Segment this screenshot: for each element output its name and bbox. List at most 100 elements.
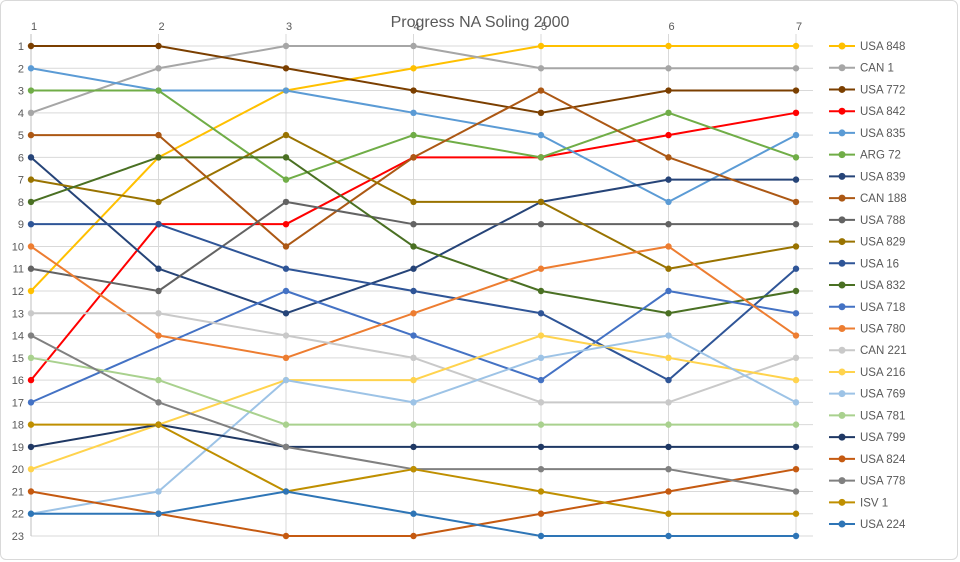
data-point-usa-824[interactable] [665, 488, 672, 495]
data-point-usa-832[interactable] [27, 198, 35, 206]
data-point-usa-718[interactable] [410, 332, 417, 339]
data-point-usa-824[interactable] [792, 465, 800, 473]
data-point-usa-781[interactable] [282, 421, 290, 428]
data-point-can-221[interactable] [27, 310, 35, 317]
data-point-isv-1[interactable] [792, 510, 800, 517]
data-point-usa-772[interactable] [282, 65, 290, 72]
legend-item-usa-829[interactable]: USA 829 [829, 237, 905, 249]
data-point-arg-72[interactable] [665, 109, 672, 117]
data-point-usa-16[interactable] [27, 220, 35, 228]
data-point-usa-842[interactable] [27, 376, 35, 384]
data-point-usa-848[interactable] [410, 65, 417, 72]
data-point-usa-216[interactable] [537, 332, 545, 339]
data-point-usa-829[interactable] [410, 198, 417, 206]
data-point-usa-780[interactable] [410, 310, 417, 317]
data-point-usa-788[interactable] [282, 198, 290, 206]
data-point-usa-772[interactable] [665, 87, 672, 94]
data-point-usa-832[interactable] [537, 287, 545, 295]
data-point-usa-829[interactable] [155, 198, 162, 206]
data-point-usa-829[interactable] [537, 198, 545, 206]
data-point-usa-842[interactable] [665, 131, 672, 139]
data-point-usa-778[interactable] [27, 332, 35, 339]
data-point-usa-16[interactable] [410, 287, 417, 295]
data-point-usa-778[interactable] [665, 465, 672, 473]
data-point-usa-848[interactable] [537, 42, 545, 50]
data-point-usa-781[interactable] [792, 421, 800, 428]
data-point-usa-832[interactable] [155, 154, 162, 161]
legend-item-usa-769[interactable]: USA 769 [829, 389, 905, 401]
data-point-usa-835[interactable] [792, 131, 800, 139]
data-point-can-188[interactable] [537, 87, 545, 94]
data-point-usa-224[interactable] [27, 510, 35, 517]
legend-item-usa-824[interactable]: USA 824 [829, 454, 906, 466]
data-point-usa-772[interactable] [27, 42, 35, 50]
data-point-usa-829[interactable] [792, 243, 800, 250]
data-point-usa-769[interactable] [155, 488, 162, 495]
data-point-isv-1[interactable] [155, 421, 162, 428]
data-point-usa-799[interactable] [792, 443, 800, 451]
data-point-usa-799[interactable] [665, 443, 672, 451]
data-point-usa-769[interactable] [537, 354, 545, 362]
data-point-usa-224[interactable] [155, 510, 162, 517]
data-point-usa-778[interactable] [155, 399, 162, 406]
data-point-usa-832[interactable] [665, 310, 672, 317]
data-point-arg-72[interactable] [27, 87, 35, 94]
data-point-usa-832[interactable] [282, 154, 290, 161]
data-point-usa-769[interactable] [410, 399, 417, 406]
data-point-can-1[interactable] [537, 65, 545, 72]
data-point-usa-781[interactable] [155, 376, 162, 384]
data-point-isv-1[interactable] [665, 510, 672, 517]
data-point-can-188[interactable] [282, 243, 290, 250]
data-point-usa-772[interactable] [410, 87, 417, 94]
data-point-can-188[interactable] [155, 131, 162, 139]
legend-item-usa-832[interactable]: USA 832 [829, 280, 905, 292]
legend-item-usa-835[interactable]: USA 835 [829, 128, 905, 140]
data-point-usa-788[interactable] [27, 265, 35, 272]
data-point-usa-788[interactable] [665, 220, 672, 228]
data-point-can-188[interactable] [27, 131, 35, 139]
data-point-usa-778[interactable] [792, 488, 800, 495]
data-point-usa-16[interactable] [792, 265, 800, 272]
data-point-usa-799[interactable] [537, 443, 545, 451]
data-point-usa-781[interactable] [537, 421, 545, 428]
data-point-usa-780[interactable] [792, 332, 800, 339]
data-point-usa-780[interactable] [665, 243, 672, 250]
legend-item-usa-842[interactable]: USA 842 [829, 106, 905, 118]
data-point-isv-1[interactable] [27, 421, 35, 428]
data-point-usa-769[interactable] [792, 399, 800, 406]
data-point-can-1[interactable] [665, 65, 672, 72]
data-point-can-221[interactable] [410, 354, 417, 362]
data-point-usa-224[interactable] [410, 510, 417, 517]
data-point-usa-788[interactable] [537, 220, 545, 228]
data-point-usa-788[interactable] [155, 287, 162, 295]
data-point-usa-718[interactable] [792, 310, 800, 317]
legend-item-arg-72[interactable]: ARG 72 [829, 150, 901, 162]
data-point-usa-842[interactable] [282, 220, 290, 228]
legend-item-usa-718[interactable]: USA 718 [829, 302, 905, 314]
data-point-usa-788[interactable] [410, 220, 417, 228]
legend-item-usa-216[interactable]: USA 216 [829, 367, 905, 379]
data-point-can-188[interactable] [792, 198, 800, 206]
data-point-can-221[interactable] [537, 399, 545, 406]
data-point-usa-781[interactable] [665, 421, 672, 428]
data-point-can-221[interactable] [665, 399, 672, 406]
data-point-usa-224[interactable] [665, 532, 672, 540]
data-point-usa-781[interactable] [27, 354, 35, 362]
data-point-can-1[interactable] [155, 65, 162, 72]
legend-item-can-188[interactable]: CAN 188 [829, 193, 907, 205]
data-point-can-1[interactable] [792, 65, 800, 72]
data-point-usa-778[interactable] [282, 443, 290, 451]
data-point-usa-769[interactable] [282, 376, 290, 384]
legend-item-usa-839[interactable]: USA 839 [829, 171, 905, 183]
data-point-usa-839[interactable] [155, 265, 162, 272]
data-point-usa-824[interactable] [27, 488, 35, 495]
legend-item-usa-799[interactable]: USA 799 [829, 432, 905, 444]
data-point-usa-829[interactable] [282, 131, 290, 139]
data-point-usa-216[interactable] [665, 354, 672, 362]
data-point-can-1[interactable] [27, 109, 35, 117]
data-point-usa-839[interactable] [282, 310, 290, 317]
data-point-usa-824[interactable] [282, 532, 290, 540]
data-point-usa-16[interactable] [665, 376, 672, 384]
data-point-usa-780[interactable] [155, 332, 162, 339]
data-point-usa-769[interactable] [665, 332, 672, 339]
